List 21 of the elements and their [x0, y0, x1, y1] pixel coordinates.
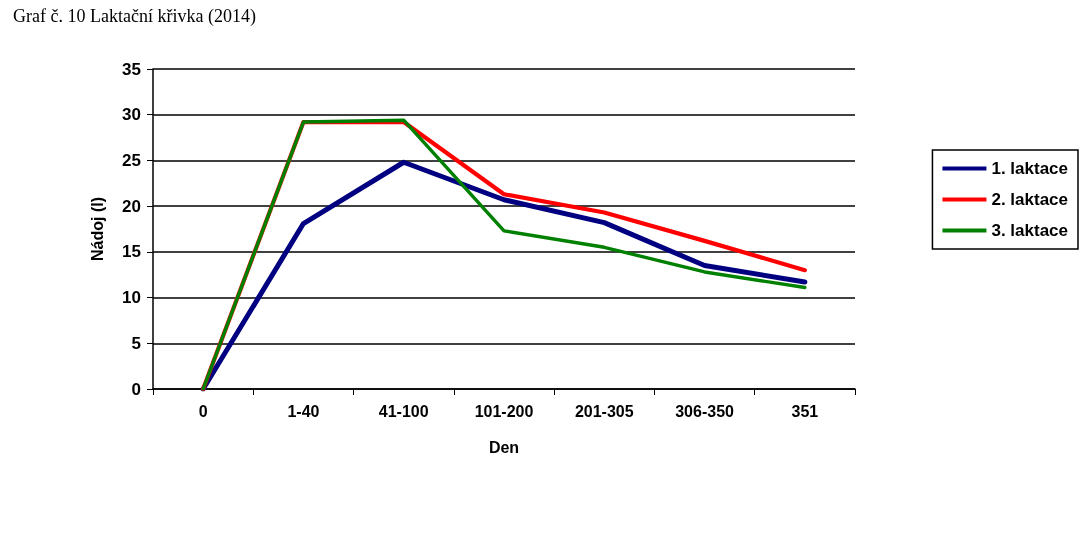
x-tick-label: 101-200: [474, 402, 534, 420]
y-tick-label: 20: [122, 196, 141, 216]
x-tick-label: 306-350: [675, 402, 735, 420]
y-tick-label: 35: [122, 59, 141, 79]
x-tick-label: 41-100: [378, 402, 429, 420]
legend-label: 2. laktace: [991, 190, 1068, 209]
y-tick-label: 5: [131, 333, 141, 353]
x-tick-label: 1-40: [287, 402, 320, 420]
x-tick-label: 351: [791, 402, 819, 420]
legend-label: 3. laktace: [991, 221, 1068, 240]
y-tick-label: 10: [122, 288, 141, 308]
y-tick-label: 25: [122, 150, 141, 170]
x-axis-title: Den: [488, 438, 520, 456]
x-tick-label: 0: [198, 402, 208, 420]
x-tick-label: 201-305: [574, 402, 634, 420]
y-tick-label: 30: [122, 105, 141, 125]
y-tick-label: 0: [131, 379, 141, 399]
chart-title: Graf č. 10 Laktační křivka (2014): [13, 6, 256, 27]
y-tick-label: 15: [122, 242, 141, 262]
legend-label: 1. laktace: [991, 159, 1068, 178]
y-axis-title: Nádoj (l): [88, 197, 106, 261]
